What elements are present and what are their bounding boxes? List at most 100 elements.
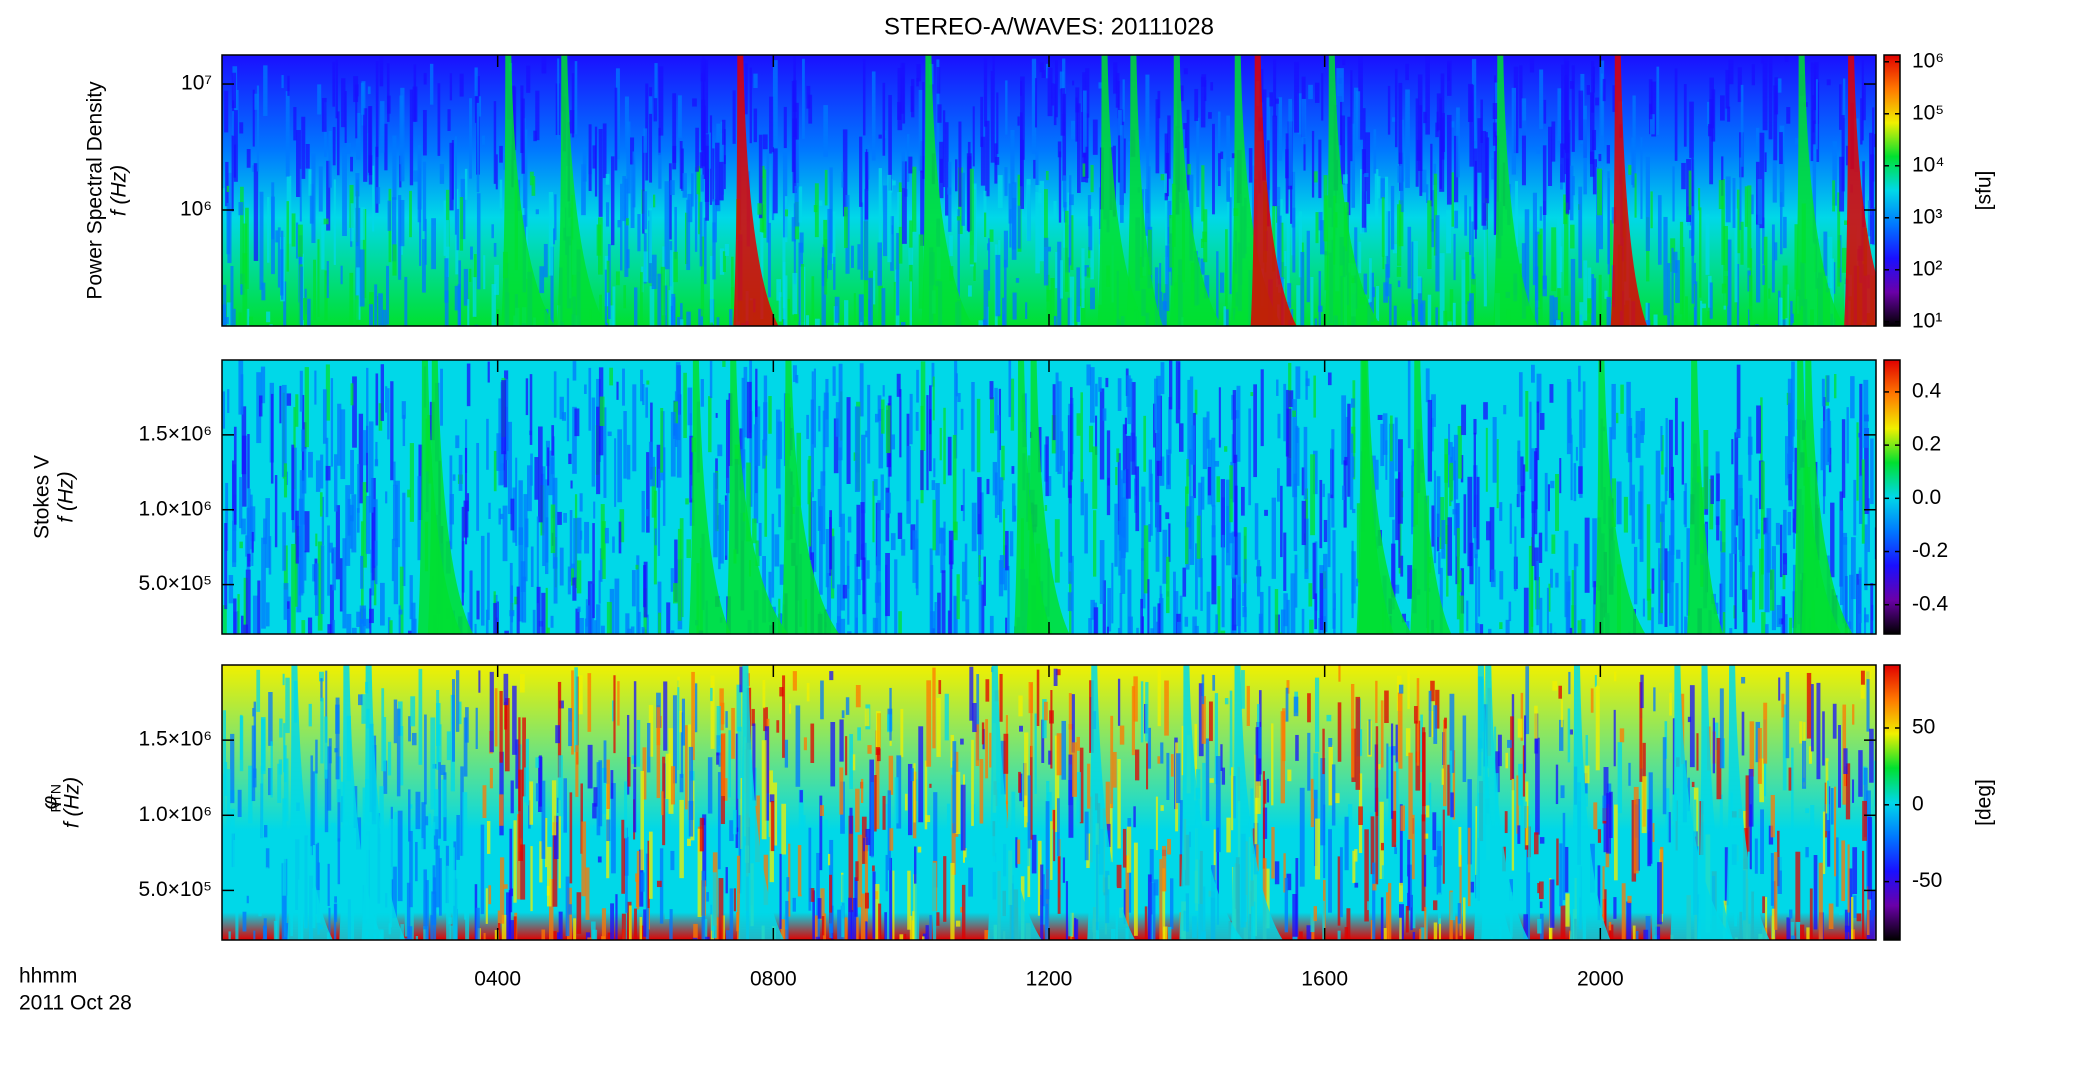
texture-streak <box>1407 839 1411 911</box>
texture-streak <box>651 466 656 518</box>
texture-streak <box>400 243 403 255</box>
texture-streak <box>430 915 434 940</box>
texture-streak <box>943 521 946 556</box>
texture-streak <box>1741 711 1745 756</box>
texture-streak <box>556 932 561 940</box>
texture-streak <box>237 594 240 634</box>
texture-streak <box>1762 896 1765 914</box>
texture-streak <box>982 319 987 326</box>
texture-streak <box>318 166 323 212</box>
texture-streak <box>699 201 703 267</box>
texture-streak <box>520 561 526 593</box>
texture-streak <box>1093 607 1099 634</box>
texture-streak <box>1127 141 1131 146</box>
texture-streak <box>1674 68 1678 161</box>
texture-streak <box>436 703 441 746</box>
texture-streak <box>465 707 469 743</box>
texture-streak <box>225 482 229 551</box>
texture-streak <box>1015 837 1018 868</box>
texture-streak <box>1125 855 1130 927</box>
texture-streak <box>1850 896 1854 940</box>
texture-streak <box>559 700 564 709</box>
x-tick-label: 0800 <box>750 968 797 991</box>
texture-streak <box>455 670 460 732</box>
texture-streak <box>972 702 977 733</box>
texture-streak <box>294 529 298 607</box>
texture-streak <box>247 434 250 489</box>
texture-streak <box>623 411 627 479</box>
texture-streak <box>1176 621 1182 634</box>
texture-streak <box>274 475 278 548</box>
texture-streak <box>1761 521 1764 575</box>
texture-streak <box>310 755 313 856</box>
texture-streak <box>664 181 670 270</box>
texture-streak <box>383 760 388 794</box>
texture-streak <box>1391 810 1397 847</box>
texture-streak <box>1521 120 1526 186</box>
texture-streak <box>942 110 946 188</box>
texture-streak <box>449 925 453 940</box>
texture-streak <box>573 518 577 579</box>
texture-streak <box>1229 690 1233 776</box>
texture-streak <box>967 141 971 233</box>
texture-streak <box>1256 844 1259 872</box>
texture-streak <box>617 220 621 228</box>
texture-streak <box>1050 278 1055 323</box>
texture-streak <box>771 801 775 852</box>
texture-streak <box>295 510 299 564</box>
texture-streak <box>1848 868 1853 940</box>
texture-streak <box>1475 553 1478 633</box>
texture-streak <box>703 217 707 285</box>
texture-streak <box>1539 597 1543 634</box>
texture-streak <box>525 208 529 279</box>
texture-streak <box>965 599 970 634</box>
texture-streak <box>1334 793 1340 804</box>
texture-streak <box>1579 302 1584 326</box>
texture-streak <box>1594 674 1597 688</box>
texture-streak <box>1549 295 1555 326</box>
texture-streak <box>1543 200 1546 289</box>
texture-streak <box>449 493 454 525</box>
burst <box>1169 55 1223 326</box>
texture-streak <box>1338 665 1341 682</box>
texture-streak <box>1508 601 1512 622</box>
texture-streak <box>1202 231 1207 243</box>
texture-streak <box>553 931 557 940</box>
texture-streak <box>964 848 967 858</box>
texture-streak <box>363 108 368 182</box>
texture-streak <box>1033 159 1036 179</box>
texture-streak <box>1184 616 1189 627</box>
texture-streak <box>260 765 264 864</box>
texture-streak <box>1191 425 1195 465</box>
texture-streak <box>1314 541 1318 611</box>
texture-streak <box>606 759 610 809</box>
texture-streak <box>1326 714 1332 722</box>
texture-streak <box>1437 892 1441 924</box>
texture-streak <box>722 119 726 145</box>
texture-streak <box>1143 415 1147 472</box>
texture-streak <box>969 168 974 265</box>
texture-streak <box>296 535 302 613</box>
texture-streak <box>1370 816 1375 875</box>
texture-streak <box>301 620 306 634</box>
texture-streak <box>1384 690 1389 724</box>
texture-streak <box>1267 140 1270 227</box>
burst <box>1230 665 1283 940</box>
texture-streak <box>497 923 501 940</box>
texture-streak <box>474 623 477 634</box>
texture-streak <box>1459 854 1462 936</box>
texture-streak <box>1433 470 1437 564</box>
texture-streak <box>1407 320 1412 326</box>
texture-streak <box>1433 856 1439 868</box>
texture-streak <box>875 711 881 749</box>
texture-streak <box>1483 220 1487 307</box>
texture-streak <box>1433 922 1438 940</box>
texture-streak <box>1068 754 1074 838</box>
texture-streak <box>854 553 859 634</box>
texture-streak <box>1407 667 1410 709</box>
texture-streak <box>1219 272 1225 293</box>
texture-streak <box>321 496 325 546</box>
texture-streak <box>990 70 995 163</box>
texture-streak <box>975 724 980 767</box>
texture-streak <box>1286 211 1290 302</box>
